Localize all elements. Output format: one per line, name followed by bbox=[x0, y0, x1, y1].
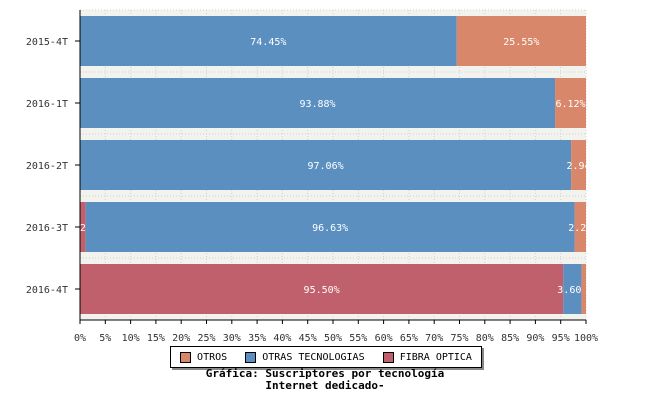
data-label: 25.55% bbox=[503, 37, 539, 48]
bar-segment bbox=[456, 16, 586, 66]
x-tick-label: 95% bbox=[552, 333, 570, 344]
data-label: 3.60% bbox=[557, 285, 587, 296]
data-label: 95.50% bbox=[304, 285, 340, 296]
x-tick-label: 45% bbox=[299, 333, 317, 344]
x-tick-label: 60% bbox=[375, 333, 393, 344]
bar-segment bbox=[574, 202, 586, 252]
legend-label: OTRAS TECNOLOGIAS bbox=[262, 351, 365, 363]
bar-segment bbox=[80, 16, 457, 66]
x-tick-label: 70% bbox=[425, 333, 443, 344]
bar-segment bbox=[563, 264, 582, 314]
category-label: 2016-1T bbox=[26, 99, 68, 110]
x-tick-label: 80% bbox=[476, 333, 494, 344]
bar-segment bbox=[85, 202, 575, 252]
bar-segment bbox=[555, 78, 586, 128]
data-label: 2.25 bbox=[568, 223, 592, 234]
x-tick-label: 0% bbox=[74, 333, 86, 344]
x-tick-label: 100% bbox=[574, 333, 598, 344]
bar-segment bbox=[80, 78, 556, 128]
bar-segment bbox=[80, 264, 564, 314]
chart-legend: OTROS OTRAS TECNOLOGIAS FIBRA OPTICA bbox=[170, 346, 482, 368]
category-label: 2016-2T bbox=[26, 161, 68, 172]
data-label: 97.06% bbox=[307, 161, 343, 172]
data-label: 6.12% bbox=[555, 99, 585, 110]
x-tick-label: 90% bbox=[526, 333, 544, 344]
bar-segment bbox=[581, 264, 586, 314]
legend-item: OTRAS TECNOLOGIAS bbox=[245, 351, 365, 363]
x-tick-label: 10% bbox=[122, 333, 140, 344]
stacked-bar-chart: 74.45% 25.55% 2015-4T 93.88% 6.12% 2016-1T 97.… bbox=[26, 9, 598, 344]
bar-segment bbox=[80, 140, 572, 190]
data-label: 12% bbox=[74, 223, 92, 234]
category-label: 2015-4T bbox=[26, 37, 68, 48]
category-label: 2016-3T bbox=[26, 223, 68, 234]
x-tick-label: 55% bbox=[349, 333, 367, 344]
legend-item: FIBRA OPTICA bbox=[382, 351, 472, 363]
x-tick-label: 85% bbox=[501, 333, 519, 344]
x-tick-label: 5% bbox=[99, 333, 111, 344]
bar-segment bbox=[80, 202, 86, 252]
legend-label: OTROS bbox=[197, 351, 228, 363]
legend-item: OTROS bbox=[180, 351, 228, 363]
data-label: 74.45% bbox=[250, 37, 286, 48]
category-label: 2016-4T bbox=[26, 285, 68, 296]
caption-line-1: Gráfica: Suscriptores por tecnología bbox=[205, 367, 445, 380]
data-label: 93.88% bbox=[299, 99, 335, 110]
data-label: 96.63% bbox=[312, 223, 348, 234]
x-tick-label: 15% bbox=[147, 333, 165, 344]
data-label: 2.94 bbox=[567, 161, 591, 172]
bar-segment bbox=[571, 140, 586, 190]
legend-swatch bbox=[180, 351, 192, 363]
x-tick-label: 35% bbox=[248, 333, 266, 344]
x-tick-label: 25% bbox=[197, 333, 215, 344]
x-tick-label: 75% bbox=[450, 333, 468, 344]
legend-label: FIBRA OPTICA bbox=[399, 351, 472, 363]
x-tick-label: 50% bbox=[324, 333, 342, 344]
legend-swatch bbox=[382, 351, 394, 363]
caption-line-2: Internet dedicado- bbox=[265, 379, 385, 392]
legend-swatch bbox=[245, 351, 257, 363]
x-tick-label: 65% bbox=[400, 333, 418, 344]
chart-caption: Gráfica: Suscriptores por tecnología Int… bbox=[0, 368, 650, 392]
x-tick-label: 40% bbox=[273, 333, 291, 344]
x-tick-label: 20% bbox=[172, 333, 190, 344]
x-tick-label: 30% bbox=[223, 333, 241, 344]
